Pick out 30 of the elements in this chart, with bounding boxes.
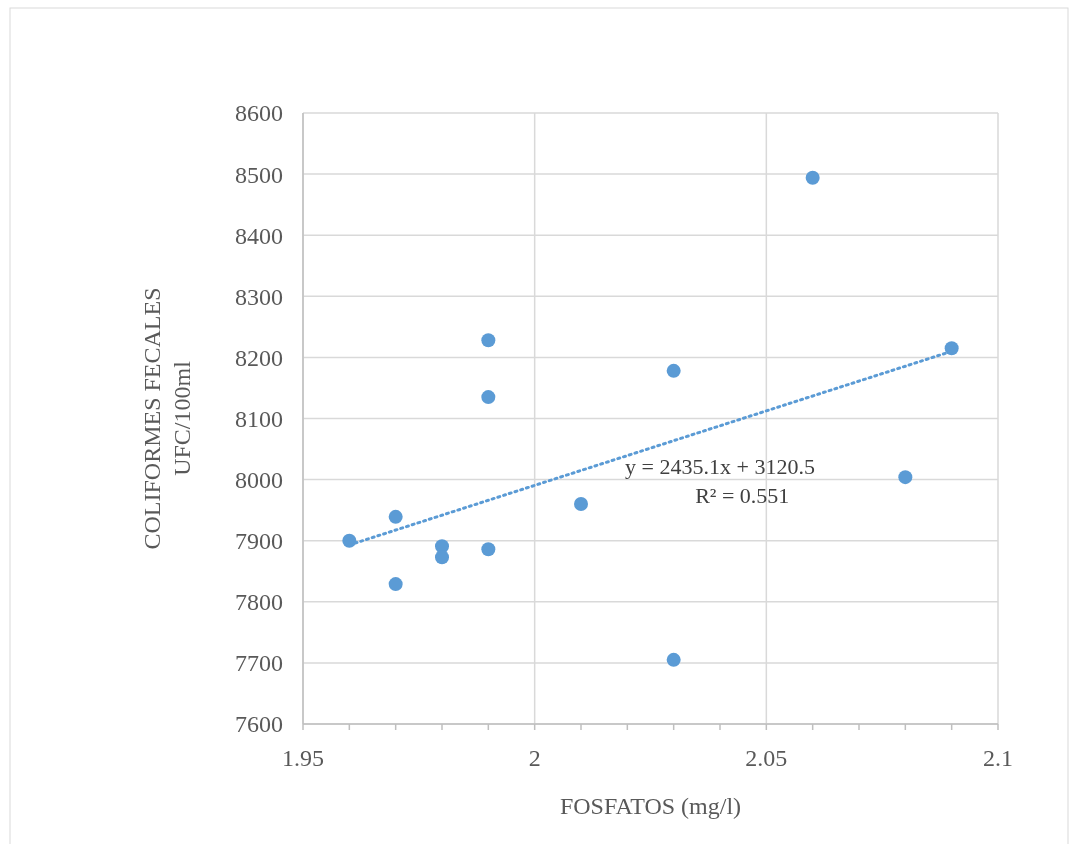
point bbox=[481, 333, 496, 348]
y-tick-label: 7700 bbox=[235, 650, 283, 677]
annotation: y = 2435.1x + 3120.5 bbox=[625, 453, 815, 479]
y-tick-label: 8200 bbox=[235, 344, 283, 371]
y-tick-label: 8400 bbox=[235, 222, 283, 249]
point bbox=[574, 497, 588, 512]
point bbox=[435, 550, 449, 565]
x-tick-label: 1.95 bbox=[282, 745, 324, 771]
y-tick-label: 8600 bbox=[235, 100, 283, 127]
point bbox=[388, 577, 403, 592]
x-tick-label: 2 bbox=[528, 745, 541, 771]
point bbox=[805, 170, 820, 185]
annotation: R² = 0.551 bbox=[695, 482, 790, 508]
y-tick-label: 8000 bbox=[235, 467, 283, 493]
y-tick-label: 8300 bbox=[235, 283, 283, 310]
y-tick-label: 8500 bbox=[235, 161, 283, 188]
y-tick-label: 7900 bbox=[235, 528, 283, 555]
y-axis-title: COLIFORMES FECALES UFC/100ml bbox=[139, 287, 195, 550]
point bbox=[666, 652, 681, 667]
point bbox=[481, 390, 496, 405]
point bbox=[898, 470, 913, 485]
y-tick-label: 7600 bbox=[235, 711, 283, 738]
x-axis-title: FOSFATOS (mg/l) bbox=[559, 793, 742, 819]
y-tick-label: 8100 bbox=[235, 405, 283, 432]
x-tick-label: 2.05 bbox=[745, 745, 788, 771]
point bbox=[481, 542, 496, 557]
point bbox=[666, 363, 681, 378]
y-tick-label: 7800 bbox=[235, 589, 283, 616]
point bbox=[388, 509, 403, 524]
x-tick-label: 2.1 bbox=[983, 745, 1013, 771]
